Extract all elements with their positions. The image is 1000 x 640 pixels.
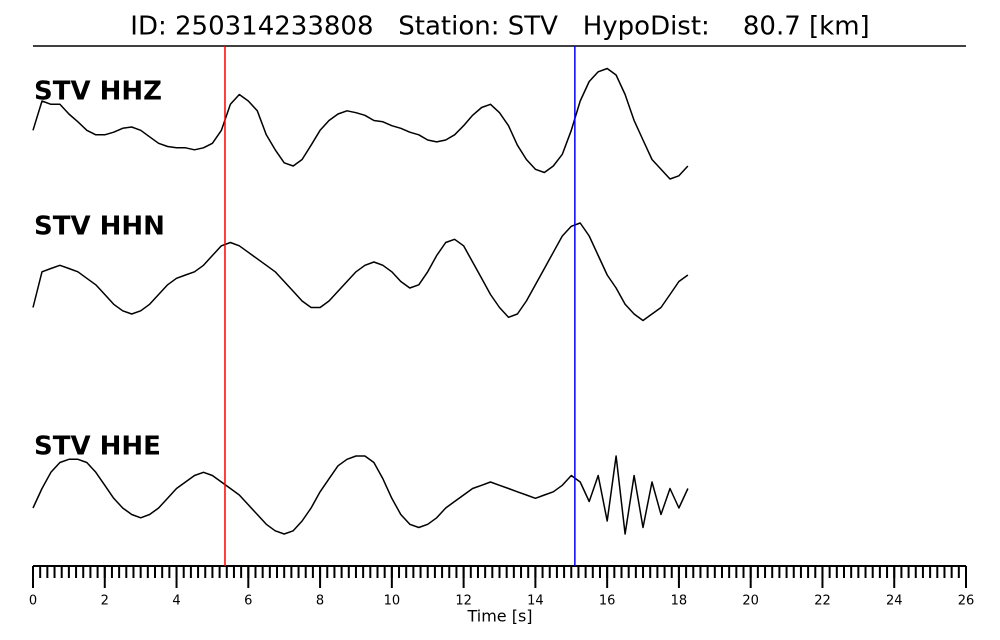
x-tick-label: 18 bbox=[671, 594, 688, 609]
x-tick-label: 26 bbox=[958, 594, 975, 609]
waveform bbox=[32, 455, 689, 535]
x-tick-label: 12 bbox=[455, 594, 472, 609]
trace-label: STV HHE bbox=[34, 432, 161, 462]
trace-label: STV HHZ bbox=[34, 77, 162, 107]
trace-label: STV HHN bbox=[34, 212, 165, 242]
x-tick-label: 24 bbox=[886, 594, 903, 609]
x-tick-label: 4 bbox=[172, 594, 180, 609]
x-tick-label: 22 bbox=[814, 594, 831, 609]
x-tick-label: 16 bbox=[599, 594, 616, 609]
x-tick-label: 14 bbox=[527, 594, 544, 609]
waveform bbox=[32, 67, 689, 180]
x-tick-label: 0 bbox=[29, 594, 37, 609]
x-tick-label: 2 bbox=[101, 594, 109, 609]
x-tick-label: 6 bbox=[244, 594, 252, 609]
chart-title: ID: 250314233808 Station: STV HypoDist: … bbox=[130, 12, 869, 42]
x-axis-label: Time [s] bbox=[466, 607, 532, 626]
x-tick-label: 8 bbox=[316, 594, 324, 609]
x-tick-label: 10 bbox=[384, 594, 401, 609]
x-tick-label: 20 bbox=[742, 594, 759, 609]
waveform bbox=[32, 222, 689, 322]
